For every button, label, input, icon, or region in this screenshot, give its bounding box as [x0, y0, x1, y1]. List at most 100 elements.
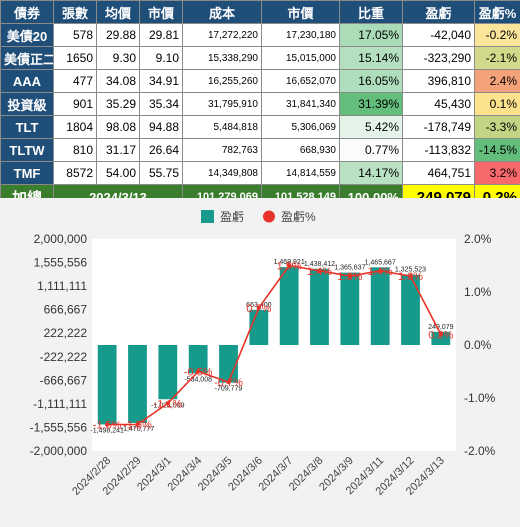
table-header-row: 債券 張數 均價 市價 成本 市價 比重 盈虧 盈虧%	[0, 0, 520, 24]
pnl-pct-label: -0.5%	[184, 367, 213, 379]
legend-line-swatch	[263, 210, 275, 223]
pnl-bar	[310, 268, 329, 345]
pnl-bar-value-label: 1,465,667	[365, 259, 396, 266]
pnl-pct-point	[104, 422, 110, 427]
price-cell: 55.75	[139, 161, 183, 185]
y-left-tick-label: 666,667	[44, 303, 88, 317]
pnl-bar	[249, 309, 269, 345]
bond-name: TMF	[0, 161, 54, 185]
bond-name: AAA	[0, 69, 54, 93]
pnl-pct-point	[377, 268, 383, 273]
pnl-bar-value-label: -534,008	[184, 376, 212, 383]
pnl-pct-point	[438, 332, 444, 337]
y-right-tick-label: 2.0%	[464, 232, 492, 246]
pnl-bar	[219, 345, 238, 383]
pnl-bar	[279, 267, 299, 345]
cost-cell: 14,349,808	[182, 161, 262, 185]
pnl-bar	[370, 267, 390, 345]
pnl-bar-value-label: 1,469,921	[274, 259, 305, 266]
qty-cell: 578	[53, 23, 97, 47]
y-left-tick-label: -666,667	[40, 373, 88, 387]
header-value: 市價	[261, 0, 340, 24]
y-left-tick-label: -1,111,111	[33, 397, 87, 411]
pnl-pct-label: -1.5%	[123, 420, 152, 432]
table-row: AAA 477 34.08 34.91 16,255,260 16,652,07…	[0, 69, 520, 93]
price-cell: 9.10	[139, 46, 183, 70]
chart-legend: 盈虧 盈虧%	[201, 210, 316, 224]
y-right-tick-label: -2.0%	[464, 444, 496, 458]
pnl-bar-value-label: -1,470,777	[121, 426, 155, 433]
avg-cell: 54.00	[96, 161, 140, 185]
pnl-pct-cell: -14.5%	[474, 138, 520, 162]
table-row: TLT 1804 98.08 94.88 5,484,818 5,306,069…	[0, 115, 520, 139]
pnl-pct-cell: -2.1%	[474, 46, 520, 70]
bond-name: TLT	[0, 115, 54, 139]
pnl-bar-value-label: 663,400	[246, 302, 271, 309]
value-cell: 15,015,000	[261, 46, 340, 70]
pnl-bar-labels: -1,498,241-1,470,777 -1,024,009 -534,008-7…	[90, 259, 453, 434]
header-cost: 成本	[182, 0, 262, 24]
y-left-tick-label: -222,222	[40, 350, 88, 364]
pnl-chart: 盈虧 盈虧% -2,000,000 -1,555,556 -1,111,111 -66…	[30, 210, 496, 498]
pnl-pct-point	[135, 422, 140, 427]
pnl-pct-label: 1.5%	[277, 261, 302, 273]
cost-cell: 17,272,220	[182, 23, 262, 47]
price-cell: 34.91	[139, 69, 183, 93]
weight-cell: 16.05%	[339, 69, 403, 93]
pnl-pct-point	[256, 305, 262, 311]
y-left-tick-label: 2,000,000	[34, 232, 88, 246]
header-pnl: 盈虧	[402, 0, 475, 24]
pnl-pct-cell: -3.3%	[474, 115, 520, 139]
pnl-pct-label: -1.5%	[93, 420, 122, 432]
bond-name: 美債20	[0, 23, 54, 47]
pnl-bar-value-label: 1,438,412	[304, 261, 335, 268]
pnl-pct-point	[195, 369, 201, 374]
pnl-cell: 45,430	[402, 92, 475, 116]
value-cell: 14,814,559	[261, 161, 340, 185]
value-cell: 668,930	[261, 138, 340, 162]
x-axis: 2024/2/282024/2/292024/3/12024/3/42024/3…	[70, 455, 447, 498]
qty-cell: 810	[53, 138, 97, 162]
pnl-bar-value-label: 1,365,637	[334, 265, 365, 272]
pnl-bars	[97, 267, 451, 425]
plot-area	[92, 239, 456, 451]
pnl-pct-cell: 2.4%	[474, 69, 520, 93]
pnl-bar	[188, 345, 208, 374]
pnl-bar-value-label: -1,024,009	[151, 402, 185, 409]
pnl-pct-point	[408, 273, 413, 279]
pnl-pct-polyline	[107, 264, 442, 426]
price-cell: 35.34	[139, 92, 183, 116]
cost-cell: 15,338,290	[182, 46, 262, 70]
y-left-tick-label: -1,555,556	[30, 420, 88, 434]
avg-cell: 35.29	[96, 92, 140, 116]
avg-cell: 9.30	[96, 46, 140, 70]
qty-cell: 477	[53, 69, 97, 93]
y-left-tick-label: 222,222	[44, 326, 88, 340]
value-cell: 16,652,070	[261, 69, 340, 93]
pnl-pct-label: 0.2%	[428, 329, 453, 341]
weight-cell: 31.39%	[339, 92, 403, 116]
header-weight: 比重	[339, 0, 403, 24]
pnl-pct-point	[286, 263, 292, 268]
avg-cell: 31.17	[96, 138, 140, 162]
qty-cell: 901	[53, 92, 97, 116]
pnl-cell: -42,040	[402, 23, 475, 47]
pnl-pct-label: 1.3%	[337, 271, 362, 283]
pnl-cell: 396,810	[402, 69, 475, 93]
y-right-tick-label: 0.0%	[464, 338, 492, 352]
pnl-pct-point	[165, 401, 171, 406]
pnl-bar	[128, 345, 147, 423]
pnl-pct-label: 1.4%	[368, 266, 393, 278]
pnl-pct-label: -1.1%	[153, 398, 182, 410]
qty-cell: 1804	[53, 115, 97, 139]
legend-bar-label: 盈虧	[220, 210, 244, 224]
y-axis-right: -2.0% -1.0% 0.0% 1.0% 2.0%	[464, 232, 496, 458]
pnl-bar	[158, 345, 178, 400]
cost-cell: 31,795,910	[182, 92, 262, 116]
pnl-bar	[97, 345, 117, 425]
pnl-cell: -113,832	[402, 138, 475, 162]
cost-cell: 16,255,260	[182, 69, 262, 93]
pnl-bar	[431, 331, 451, 345]
header-price: 市價	[139, 0, 183, 24]
weight-cell: 5.42%	[339, 115, 403, 139]
